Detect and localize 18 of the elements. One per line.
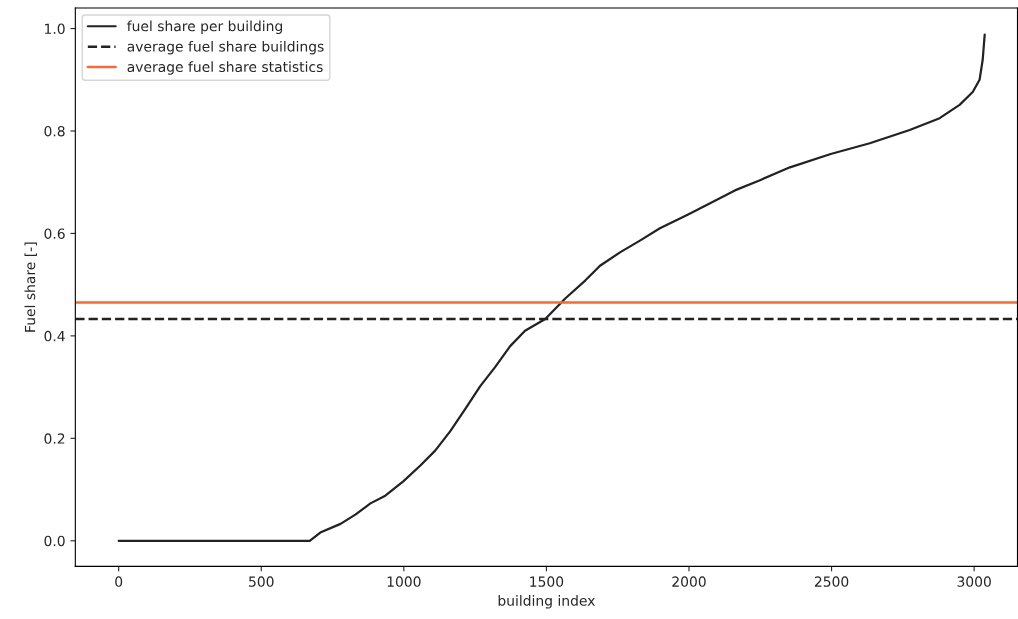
x-tick-label: 500 bbox=[249, 576, 274, 587]
y-tick-label: 0.4 bbox=[44, 330, 65, 342]
y-tick-label: 0.8 bbox=[44, 125, 65, 137]
y-tick-label: 0.2 bbox=[44, 433, 65, 444]
legend-label: average fuel share statistics bbox=[127, 61, 323, 75]
y-axis-title: Fuel share [-] bbox=[24, 242, 37, 332]
x-tick-label: 1000 bbox=[387, 576, 421, 587]
x-tick-label: 3000 bbox=[957, 576, 991, 587]
legend-label: fuel share per building bbox=[127, 20, 282, 34]
y-tick-label: 0.6 bbox=[44, 228, 65, 239]
x-axis-title: building index bbox=[498, 595, 595, 609]
y-tick-label: 1.0 bbox=[45, 23, 65, 35]
x-tick-label: 1500 bbox=[530, 576, 564, 587]
legend-label: average fuel share buildings bbox=[127, 40, 324, 55]
x-tick-label: 0 bbox=[115, 576, 123, 587]
x-tick-label: 2500 bbox=[814, 576, 849, 587]
x-tick-label: 2000 bbox=[672, 576, 706, 587]
y-tick-label: 0.0 bbox=[44, 535, 65, 547]
